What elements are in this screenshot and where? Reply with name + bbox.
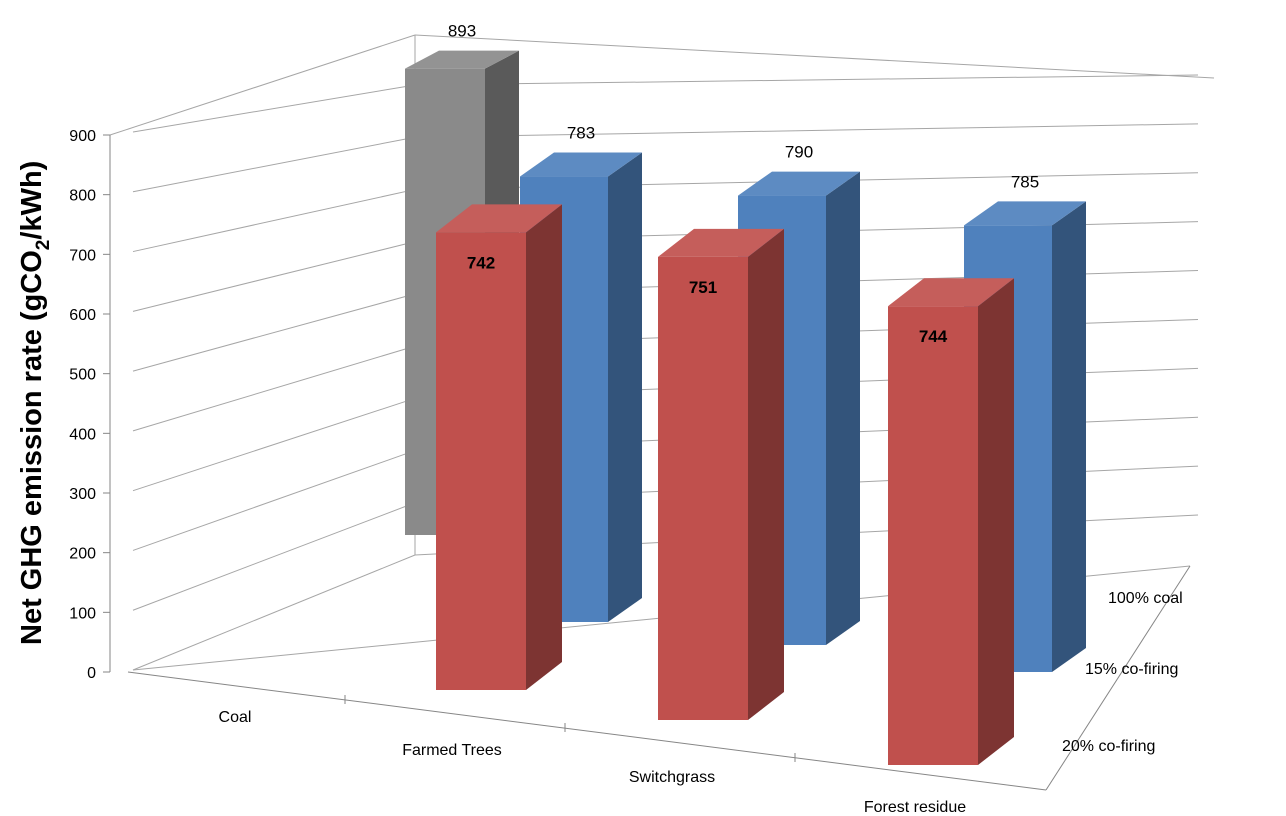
bar-value-label: 783 [567,124,595,143]
y-tick-label: 800 [69,188,96,205]
bar-value-label: 893 [448,22,476,41]
x-tick-label: Switchgrass [629,769,715,786]
bar-side-face [748,228,784,720]
bar-value-label: 744 [919,327,948,346]
gridline-left-wall [132,188,416,253]
gridline-left-wall [132,397,416,492]
bar-value-label: 742 [467,253,495,272]
depth-axis-label: 100% coal [1108,590,1183,607]
x-tick-label: Farmed Trees [402,742,502,759]
bar-top-face [405,50,519,69]
gridline-left-wall [132,554,416,671]
gridline-back-wall [414,74,1199,86]
bar-top-face [658,228,784,257]
y-axis-label-tail: /kWh) [16,161,48,240]
y-tick-label: 500 [69,367,96,384]
y-axis-label: Net GHG emission rate (gCO2/kWh) [16,161,54,645]
bar-20-co-firing-farmed-trees: 742 [436,204,562,690]
depth-axis-line [1045,565,1191,791]
bar-value-label: 785 [1011,172,1039,191]
y-tick-label: 900 [69,128,96,145]
y-axis-label-sub: 2 [33,240,54,251]
gridline-left-wall [132,450,416,551]
y-axis-label-main: Net GHG emission rate (gCO [16,250,48,645]
bar-20-co-firing-switchgrass: 751 [658,228,784,720]
bar-value-label: 790 [785,143,813,162]
y-tick-label: 400 [69,426,96,443]
y-tick-label: 700 [69,247,96,264]
gridline-left-wall [132,502,416,611]
bar-value-label: 751 [689,278,717,297]
x-axis: Coal Farmed Trees Switchgrass Forest residu… [127,671,1047,816]
gridline-left-wall [132,345,416,432]
depth-axis-labels: 100% coal 15% co-firing 20% co-firing [1045,565,1191,791]
bar-side-face [608,152,642,622]
gridline-left-wall [132,84,416,133]
bar-front-face [436,232,526,690]
bars: 893 783 790 785 742 751 744 [405,22,1086,765]
bar-top-face [888,278,1014,307]
y-tick-label: 200 [69,546,96,563]
bar-side-face [1052,201,1086,672]
back-wall-top [414,34,1215,79]
x-axis-line [127,671,1047,791]
bar-top-face [436,204,562,233]
left-wall-top [109,34,416,136]
y-tick-label: 100 [69,605,96,622]
bar-side-face [826,171,860,646]
x-tick-label: Coal [219,709,252,726]
y-tick-labels: 0 100 200 300 400 500 600 700 800 900 [69,128,111,682]
bar-side-face [978,278,1014,765]
gridline-left-wall [132,136,416,193]
gridline-left-wall [132,293,416,372]
gridline-left-wall [132,241,416,312]
y-tick-label: 0 [87,665,96,682]
depth-axis-label: 15% co-firing [1085,661,1178,678]
x-tick-label: Forest residue [864,799,966,816]
y-tick-label: 300 [69,486,96,503]
bar-top-face [520,152,642,177]
y-tick-label: 600 [69,307,96,324]
bar-side-face [526,204,562,690]
bar-top-face [738,171,860,196]
bar-top-face [964,201,1086,226]
gridline-back-wall [414,123,1199,138]
bar-20-co-firing-forest-residue: 744 [888,278,1014,765]
bar-front-face [888,306,978,765]
bar-front-face [658,256,748,720]
depth-axis-label: 20% co-firing [1062,738,1155,755]
